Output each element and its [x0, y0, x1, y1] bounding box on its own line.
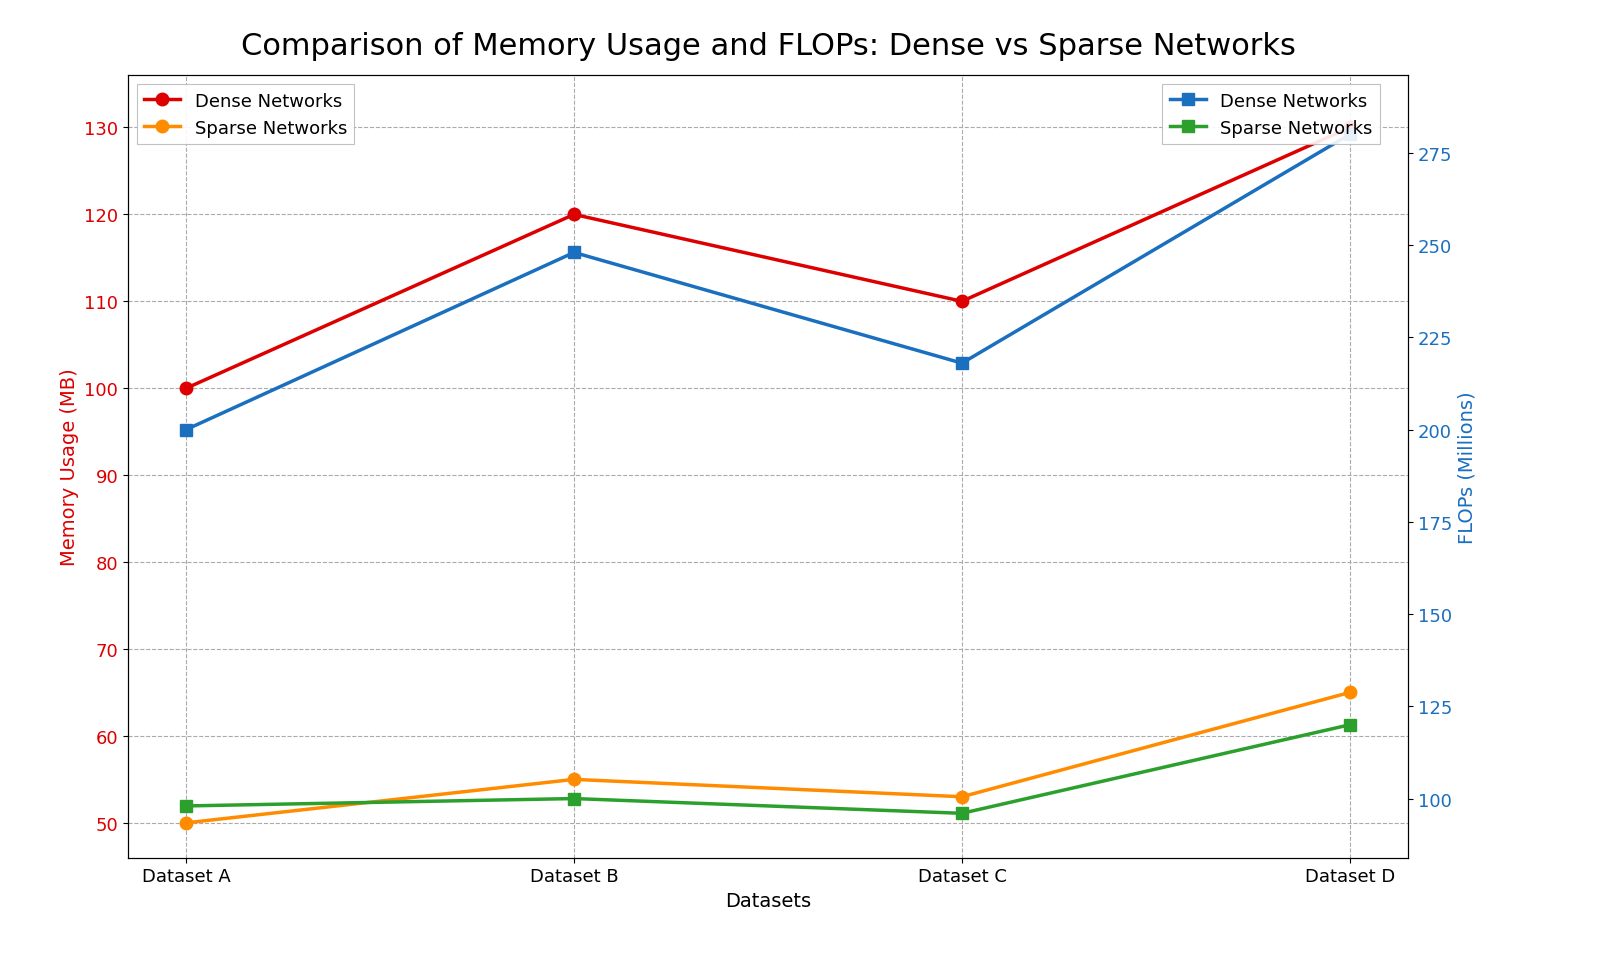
Dense Networks: [565, 210, 584, 221]
Legend: Dense Networks, Sparse Networks: Dense Networks, Sparse Networks: [1162, 85, 1379, 145]
X-axis label: Datasets: Datasets: [725, 891, 811, 910]
Sparse Networks: [565, 774, 584, 785]
Dense Networks: [1341, 130, 1360, 141]
Line: Sparse Networks: Sparse Networks: [179, 719, 1357, 820]
Y-axis label: FLOPs (Millions): FLOPs (Millions): [1458, 391, 1477, 543]
Dense Networks: [176, 424, 195, 436]
Dense Networks: [952, 358, 971, 370]
Sparse Networks: [952, 808, 971, 820]
Dense Networks: [565, 248, 584, 259]
Sparse Networks: [565, 793, 584, 804]
Line: Dense Networks: Dense Networks: [179, 122, 1357, 395]
Sparse Networks: [176, 818, 195, 829]
Dense Networks: [1341, 123, 1360, 134]
Dense Networks: [176, 383, 195, 395]
Legend: Dense Networks, Sparse Networks: Dense Networks, Sparse Networks: [138, 85, 355, 145]
Sparse Networks: [1341, 720, 1360, 731]
Line: Sparse Networks: Sparse Networks: [179, 686, 1357, 829]
Sparse Networks: [1341, 687, 1360, 699]
Y-axis label: Memory Usage (MB): Memory Usage (MB): [59, 368, 78, 566]
Title: Comparison of Memory Usage and FLOPs: Dense vs Sparse Networks: Comparison of Memory Usage and FLOPs: De…: [240, 32, 1296, 61]
Sparse Networks: [176, 801, 195, 812]
Line: Dense Networks: Dense Networks: [179, 129, 1357, 436]
Sparse Networks: [952, 791, 971, 802]
Dense Networks: [952, 296, 971, 308]
